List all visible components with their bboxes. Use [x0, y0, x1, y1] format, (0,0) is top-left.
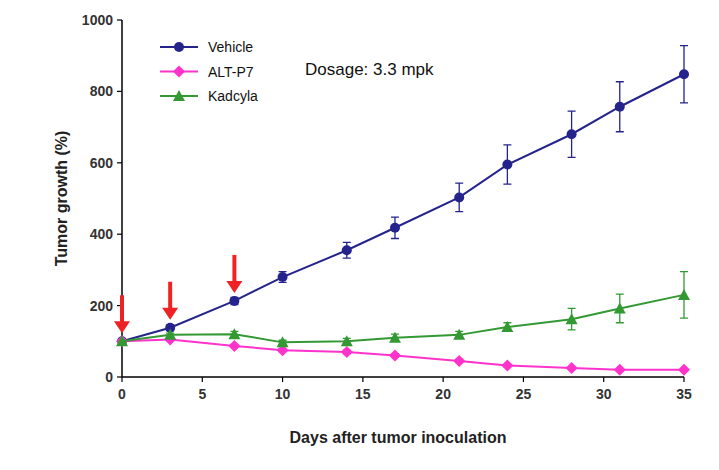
point	[341, 346, 353, 358]
legend-label: Vehicle	[208, 39, 253, 55]
x-tick-label: 30	[596, 386, 612, 402]
point	[229, 296, 239, 306]
y-axis-title: Tumor growth (%)	[53, 131, 70, 267]
point	[228, 328, 240, 339]
point	[678, 364, 690, 376]
y-tick-label: 800	[90, 83, 114, 99]
y-tick	[117, 91, 122, 92]
x-tick	[121, 377, 122, 382]
point	[389, 332, 401, 343]
point	[678, 289, 690, 300]
x-tick	[523, 377, 524, 382]
legend-entry: Vehicle	[160, 39, 253, 55]
x-axis-title: Days after tumor inoculation	[290, 429, 507, 446]
error-bar	[455, 183, 463, 212]
point	[453, 329, 465, 340]
dosing-arrow	[162, 282, 178, 320]
x-tick	[362, 377, 363, 382]
legend-label: ALT-P7	[208, 64, 254, 80]
error-bar	[680, 46, 688, 103]
series-2	[116, 272, 690, 348]
y-tick	[117, 234, 122, 235]
legend-entry: ALT-P7	[160, 64, 254, 80]
point	[454, 192, 464, 202]
legend-entry: Kadcyla	[160, 88, 258, 104]
y-tick	[117, 162, 122, 163]
y-tick	[117, 19, 122, 20]
point	[566, 313, 578, 324]
dosing-arrow	[226, 255, 242, 293]
y-tick-label: 600	[90, 155, 114, 171]
x-tick	[603, 377, 604, 382]
series-line	[122, 340, 684, 370]
y-tick-label: 1000	[82, 12, 113, 28]
point	[164, 329, 176, 340]
point	[614, 302, 626, 313]
error-bar	[391, 217, 399, 238]
y-tick	[117, 376, 122, 377]
x-tick	[202, 377, 203, 382]
point	[228, 340, 240, 352]
x-tick-label: 15	[355, 386, 371, 402]
point	[615, 102, 625, 112]
point	[278, 272, 288, 282]
x-tick-label: 0	[118, 386, 126, 402]
y-tick-label: 200	[90, 298, 114, 314]
error-bar	[568, 111, 576, 157]
error-bar	[343, 242, 351, 258]
legend-marker	[174, 42, 184, 52]
x-axis	[122, 376, 684, 378]
series-1	[116, 334, 690, 376]
error-bar	[616, 82, 624, 132]
dosing-arrow	[114, 295, 130, 333]
point	[116, 335, 128, 346]
x-tick-label: 20	[435, 386, 451, 402]
point	[679, 69, 689, 79]
point	[453, 355, 465, 367]
error-bar	[279, 272, 287, 283]
x-tick	[443, 377, 444, 382]
y-tick-label: 0	[105, 369, 113, 385]
y-tick-label: 400	[90, 226, 114, 242]
point	[389, 350, 401, 362]
point	[501, 360, 513, 372]
series-line	[122, 295, 684, 342]
legend-marker	[173, 90, 185, 101]
legend-marker	[173, 66, 185, 78]
point	[277, 336, 289, 347]
x-tick	[683, 377, 684, 382]
series-line	[122, 74, 684, 341]
point	[566, 362, 578, 374]
point	[614, 364, 626, 376]
point	[341, 335, 353, 346]
point	[567, 129, 577, 139]
legend-label: Kadcyla	[208, 88, 258, 104]
series-0	[117, 46, 689, 347]
chart: 0 200 400 600 800 1000 0 5 10 15 20 25 30 35 Days afte…	[0, 0, 719, 470]
point	[390, 223, 400, 233]
plot-area	[116, 46, 690, 376]
x-tick	[282, 377, 283, 382]
x-tick-label: 35	[676, 386, 692, 402]
annotation: Dosage: 3.3 mpk	[305, 60, 434, 79]
x-tick-label: 10	[275, 386, 291, 402]
x-tick-label: 5	[198, 386, 206, 402]
x-tick-label: 25	[516, 386, 532, 402]
point	[502, 160, 512, 170]
point	[501, 321, 513, 332]
point	[342, 245, 352, 255]
